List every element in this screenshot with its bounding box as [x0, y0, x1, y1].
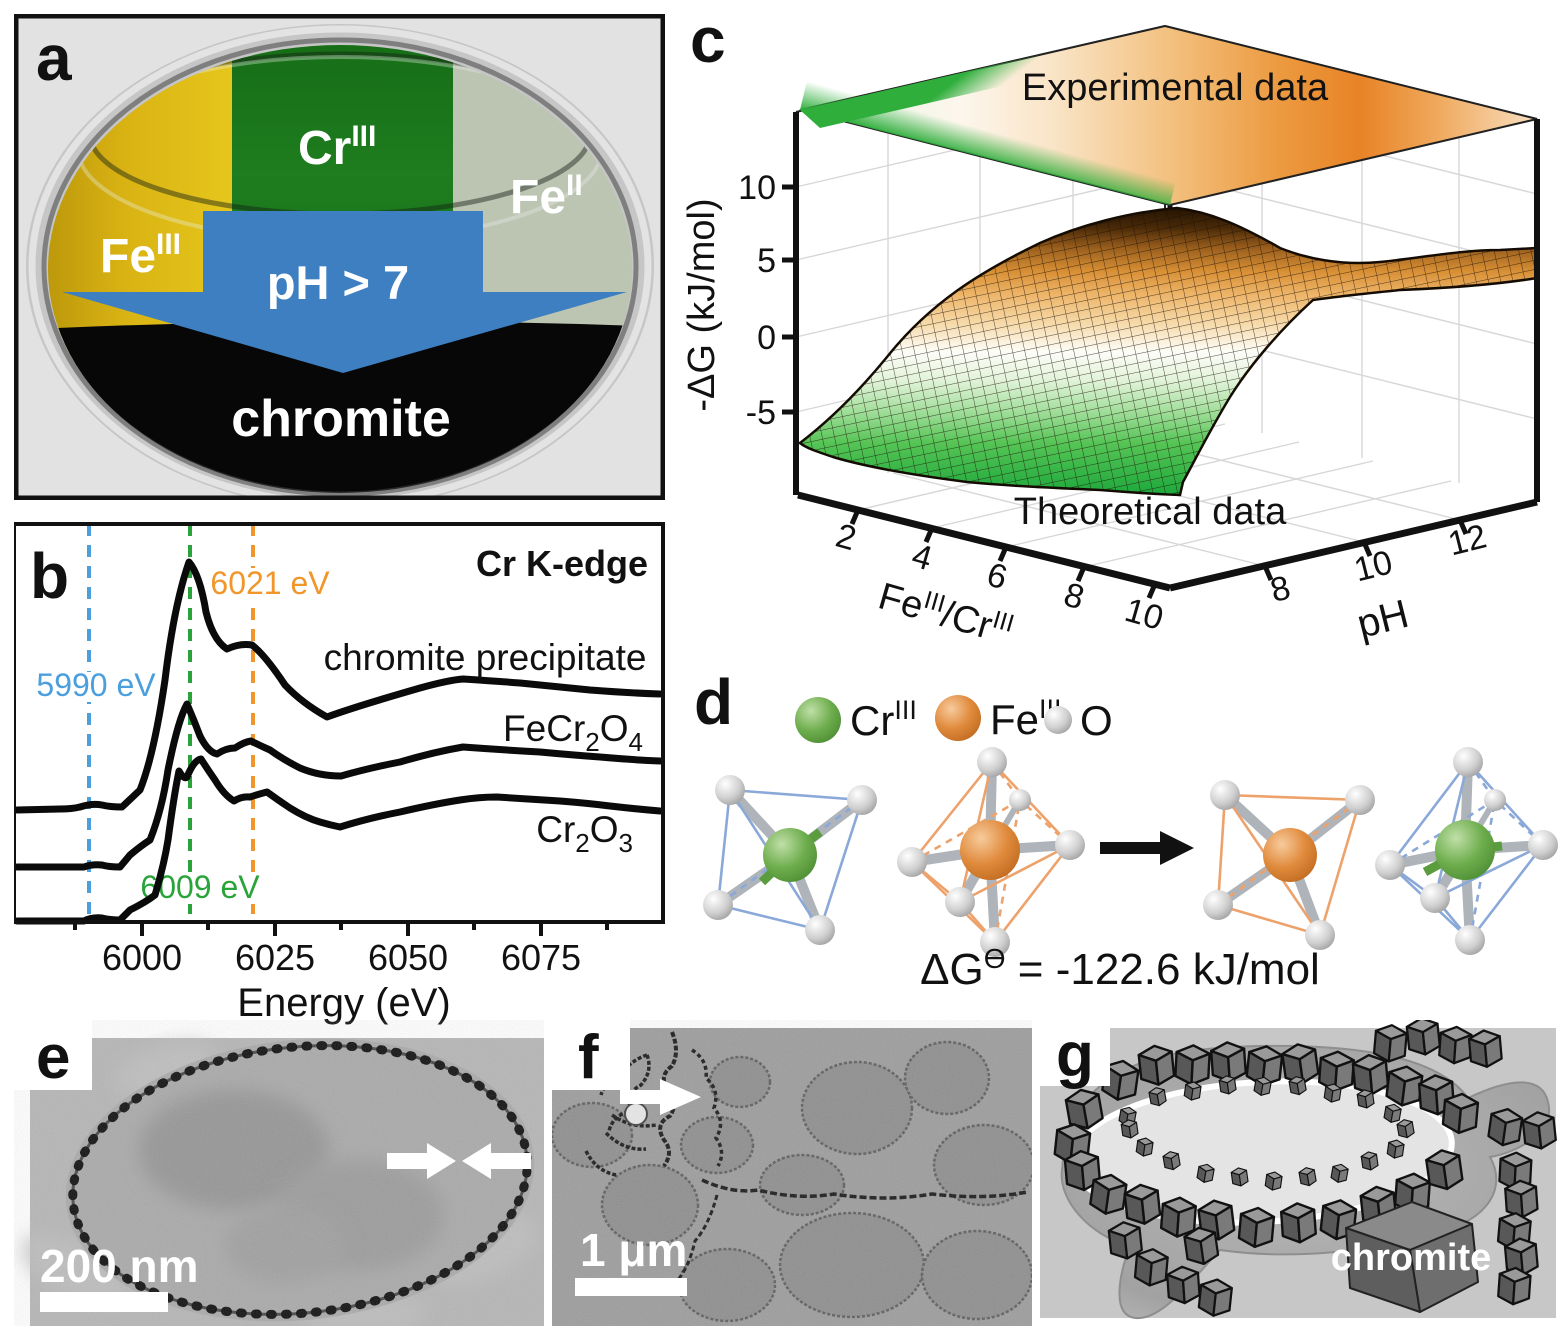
tem-image-biofilm: 1 μm f [550, 1020, 1036, 1326]
ref-label-6021: 6021 eV [210, 565, 330, 601]
arrow-right-icon [387, 1143, 456, 1179]
curve1-label: chromite precipitate [324, 637, 647, 678]
panel-a-letter: a [36, 22, 72, 94]
ref-label-5990: 5990 eV [36, 667, 156, 703]
beaker-ring [41, 37, 639, 497]
theoretical-surface [797, 206, 1539, 497]
cr3-label: CrIII [298, 120, 376, 175]
arrow-left-icon [462, 1143, 531, 1179]
panel-letter-box [552, 1020, 630, 1090]
big-chromite-cube: chromite [1331, 1201, 1491, 1313]
cr-tetrahedron [703, 775, 877, 945]
panel-b: 5990 eV 6009 eV 6021 eV chromite precipi… [12, 520, 665, 1030]
x-axis-ticks [73, 922, 609, 936]
arrow-right-icon [620, 1079, 701, 1115]
xtick-6: 6 [983, 556, 1012, 598]
cr-octahedron [1375, 747, 1558, 955]
panel-e: 200 nm e [14, 1020, 544, 1326]
ref-label-halo [212, 568, 328, 600]
xtick-8: 8 [1060, 576, 1089, 618]
panel-f-letter: f [578, 1023, 599, 1092]
tem-grain [30, 1038, 544, 1326]
xtick-4: 4 [908, 537, 937, 579]
ph-arrow [62, 211, 627, 373]
xanes-plot: 5990 eV 6009 eV 6021 eV chromite precipi… [12, 522, 665, 1025]
curve-fecr2o4 [13, 700, 664, 871]
panel-g-letter: g [1056, 1021, 1094, 1090]
legend-cr-label: CrIII [850, 695, 917, 744]
panel-d: CrIII FeIII O [680, 650, 1560, 1025]
legend-o-label: O [1080, 697, 1113, 744]
beaker-photo: FeIII CrIII FeII pH > 7 chromite a [13, 13, 666, 508]
ph-tick-labels: 8 10 12 [1267, 517, 1491, 610]
legend-o-sphere-icon [1044, 706, 1072, 734]
xtick-10: 10 [1121, 591, 1168, 638]
ztick-10: 10 [738, 169, 776, 207]
ytick-12: 12 [1444, 517, 1490, 563]
scale-bar-label: 200 nm [40, 1240, 199, 1292]
legend-fe-sphere-icon [935, 695, 981, 741]
fe-tetrahedron [1203, 780, 1375, 950]
curve3-label: Cr2O3 [536, 809, 633, 858]
ph-axis-title: pH [1353, 592, 1413, 647]
spectra-curves [13, 558, 664, 925]
panel-c: Experimental data 10 5 0 -5 -ΔG (kJ/mol)… [680, 0, 1560, 655]
panel-a-border [13, 13, 666, 501]
curve2-label: FeCr2O4 [503, 708, 643, 757]
scale-bar [575, 1278, 687, 1296]
surface-plot-3d: Experimental data 10 5 0 -5 -ΔG (kJ/mol)… [681, 4, 1540, 648]
panel-g: chromite g [1040, 1015, 1560, 1325]
panel-letter-box [1040, 1020, 1110, 1086]
panel-f: 1 μm f [550, 1020, 1036, 1326]
legend-cr-sphere-icon [795, 697, 841, 743]
chromite-label: chromite [231, 390, 451, 448]
gibbs-equation: ΔGϴ = -122.6 kJ/mol [920, 943, 1320, 994]
legend: CrIII FeIII O [795, 694, 1113, 744]
reaction-arrow-icon [1100, 831, 1194, 865]
ztick-5: 5 [757, 242, 776, 280]
experimental-plane: Experimental data [799, 24, 1538, 207]
plane-label: Experimental data [1022, 67, 1329, 109]
scale-bar [40, 1292, 168, 1312]
panel-c-letter: c [690, 4, 726, 76]
z-tick-labels: 10 5 0 -5 [738, 169, 776, 432]
schematic-chromite-cell: chromite g [1040, 1015, 1558, 1320]
plot-area [14, 524, 663, 922]
ytick-10: 10 [1350, 543, 1396, 589]
fe2-label: FeII [510, 169, 583, 224]
tem-image-cell: 200 nm e [14, 1020, 544, 1326]
plot-frame [12, 522, 665, 924]
plot-title: Cr K-edge [476, 543, 648, 584]
ytick-8: 8 [1267, 569, 1295, 610]
x-axis-tick-labels: 6000 6025 6050 6075 [102, 937, 581, 978]
ztick-0: 0 [757, 319, 776, 357]
xtick-2: 2 [832, 517, 861, 559]
xtick-6000: 6000 [102, 937, 182, 978]
structure-diagram: CrIII FeIII O [694, 666, 1558, 994]
x-axis-title: Energy (eV) [237, 981, 450, 1025]
xtick-6025: 6025 [235, 937, 315, 978]
tem-grain [552, 1028, 1032, 1326]
z-axis-title: -ΔG (kJ/mol) [681, 198, 723, 411]
chromite-cube-label: chromite [1331, 1237, 1491, 1279]
panel-e-letter: e [36, 1023, 70, 1092]
scale-bar-label: 1 μm [580, 1224, 687, 1276]
panel-a: FeIII CrIII FeII pH > 7 chromite a [13, 13, 666, 508]
fe-octahedron [897, 747, 1085, 957]
panel-letter-box [14, 1020, 92, 1090]
ref-label-halo [40, 672, 152, 702]
fe3-label: FeIII [100, 228, 181, 283]
panel-b-letter: b [30, 540, 69, 612]
xtick-6075: 6075 [501, 937, 581, 978]
surface-label: Theoretical data [1014, 491, 1287, 533]
ph-arrow-label: pH > 7 [267, 256, 409, 309]
panel-d-letter: d [694, 666, 733, 738]
curve-chromite-precipitate [13, 558, 664, 814]
axes-3d [782, 112, 1540, 599]
curve-cr2o3 [13, 755, 664, 925]
xtick-6050: 6050 [368, 937, 448, 978]
ztick-neg5: -5 [746, 394, 776, 432]
